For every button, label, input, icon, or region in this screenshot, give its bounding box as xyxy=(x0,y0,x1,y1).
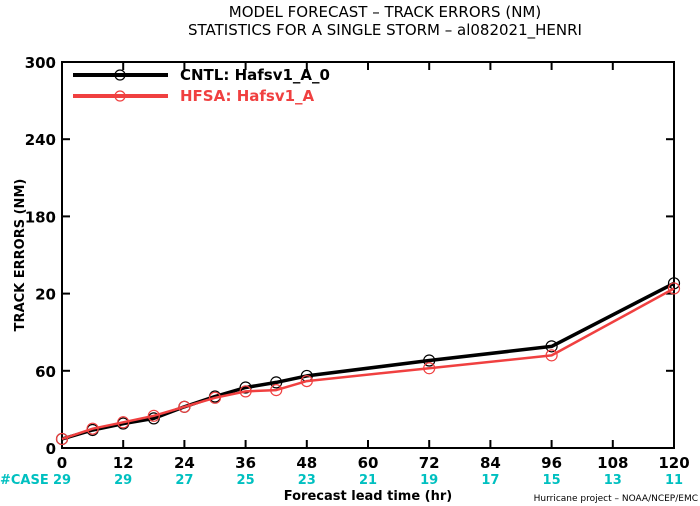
y-tick-label: 180 xyxy=(25,208,56,226)
series-line-hfsa xyxy=(61,287,675,441)
series-point-hfsa xyxy=(208,391,222,404)
case-count: 27 xyxy=(175,473,193,488)
x-tick-label: 72 xyxy=(419,454,440,472)
case-label: #CASE xyxy=(0,473,49,488)
case-count: 29 xyxy=(114,473,132,488)
legend: CNTL: Hafsv1_A_0 HFSA: Hafsv1_A xyxy=(73,66,330,105)
y-axis: 0 60 20 180 240 300 xyxy=(25,54,674,458)
x-tick-label: 24 xyxy=(174,454,195,472)
y-tick-label: 240 xyxy=(25,131,56,149)
x-tick-label: 96 xyxy=(541,454,562,472)
series-point-hfsa xyxy=(423,362,436,375)
series-point-cntl xyxy=(239,381,252,394)
legend-marker-cntl xyxy=(114,69,126,81)
series-point-cntl xyxy=(423,354,436,367)
legend-label-hfsa: HFSA: Hafsv1_A xyxy=(180,87,315,105)
plot-frame xyxy=(61,61,675,449)
chart-title: MODEL FORECAST – TRACK ERRORS (NM) xyxy=(229,3,541,21)
series-point-hfsa xyxy=(667,282,681,295)
case-count: 17 xyxy=(481,473,499,488)
case-count: 25 xyxy=(237,473,255,488)
x-tick-label: 60 xyxy=(358,454,379,472)
series-point-hfsa xyxy=(55,432,69,446)
case-count: 15 xyxy=(543,473,561,488)
case-count: 11 xyxy=(665,473,683,488)
series-point-hfsa xyxy=(147,409,160,422)
x-tick-label: 108 xyxy=(597,454,628,472)
x-tick-label: 12 xyxy=(113,454,134,472)
x-tick-label: 36 xyxy=(235,454,256,472)
legend-label-cntl: CNTL: Hafsv1_A_0 xyxy=(180,66,330,84)
series-point-hfsa xyxy=(300,374,313,388)
case-count-row: 29 29 27 25 23 21 19 17 15 13 11 xyxy=(53,473,683,488)
series-point-hfsa xyxy=(117,416,130,429)
y-tick-label-overlap: 20 xyxy=(35,286,56,304)
chart-subtitle: STATISTICS FOR A SINGLE STORM – al082021… xyxy=(188,21,582,40)
case-count: 21 xyxy=(359,473,377,488)
case-count: 29 xyxy=(53,473,71,488)
x-tick-label: 120 xyxy=(658,454,689,472)
series-point-hfsa xyxy=(86,422,99,435)
x-tick-label: 84 xyxy=(480,454,501,472)
credit-text: Hurricane project – NOAA/NCEP/EMC xyxy=(534,494,698,504)
series-point-hfsa xyxy=(270,384,283,397)
case-count: 23 xyxy=(298,473,316,488)
series-point-hfsa xyxy=(239,385,252,398)
series-point-hfsa xyxy=(545,349,558,362)
series-layer xyxy=(55,277,681,446)
series-point-hfsa xyxy=(178,400,191,413)
y-tick-label: 60 xyxy=(35,363,56,381)
y-tick-label: 0 xyxy=(46,440,56,458)
x-tick-label: 48 xyxy=(296,454,317,472)
y-tick-label: 300 xyxy=(25,54,56,72)
y-axis-label: TRACK ERRORS (NM) xyxy=(13,179,28,332)
x-axis-label: Forecast lead time (hr) xyxy=(284,489,452,504)
x-tick-label: 0 xyxy=(57,454,67,472)
case-count: 13 xyxy=(604,473,622,488)
legend-marker-hfsa xyxy=(114,90,126,102)
series-point-cntl xyxy=(270,376,283,389)
case-count: 19 xyxy=(420,473,438,488)
series-point-cntl xyxy=(545,340,558,353)
